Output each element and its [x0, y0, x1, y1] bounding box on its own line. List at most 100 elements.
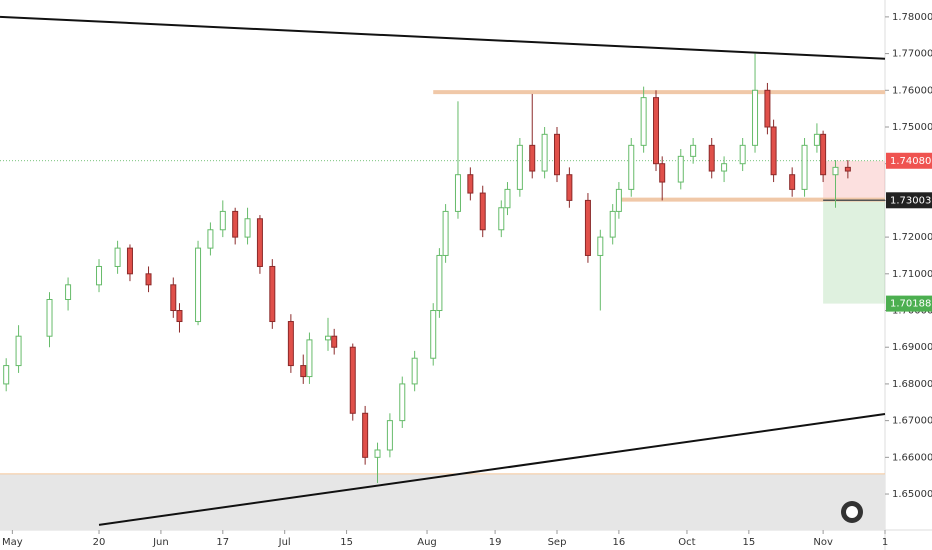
x-tick-label: 16: [613, 537, 626, 548]
candle-body: [269, 265, 276, 323]
candle-body: [411, 357, 418, 385]
zone: [0, 473, 885, 530]
candle-body: [529, 144, 536, 172]
price-label: 1.74080: [890, 156, 931, 167]
candle-body: [764, 89, 771, 128]
x-tick-label: 15: [742, 537, 755, 548]
price-label-box: [886, 192, 932, 209]
candle-body: [244, 218, 251, 238]
candle-body: [739, 144, 746, 165]
candle-body: [46, 299, 53, 337]
candle-body: [96, 265, 103, 286]
candle-body: [615, 188, 622, 212]
candle-body: [195, 247, 202, 323]
candle-body: [832, 166, 839, 176]
candle-body: [677, 155, 684, 183]
y-tick-label: 1.76000: [892, 85, 932, 96]
x-tick-label: 1: [882, 537, 888, 548]
x-tick-label: May: [2, 537, 23, 548]
x-tick-label: Nov: [813, 537, 833, 548]
x-tick-label: Oct: [678, 537, 695, 548]
candle-body: [801, 144, 808, 190]
candle-body: [362, 412, 369, 458]
candle-body: [628, 144, 635, 190]
logo: [841, 501, 863, 523]
y-tick-label: 1.78000: [892, 12, 932, 23]
candle-body: [584, 199, 591, 256]
candle-body: [331, 335, 338, 348]
price-label-box: [886, 152, 932, 169]
candle-body: [721, 163, 728, 172]
candle-body: [659, 163, 666, 183]
candle-body: [3, 365, 10, 385]
x-tick-label: 20: [93, 537, 106, 548]
x-tick-label: Sep: [548, 537, 567, 548]
candle-body: [813, 133, 820, 146]
candle-body: [504, 188, 511, 209]
candle-body: [844, 166, 851, 172]
candle-body: [820, 133, 827, 176]
y-tick-label: 1.75000: [892, 122, 932, 133]
x-tick-label: Aug: [417, 537, 437, 548]
y-tick-label: 1.77000: [892, 49, 932, 60]
candle-body: [170, 284, 177, 312]
candle-body: [219, 210, 226, 231]
candle-body: [498, 207, 505, 231]
price-label: 1.73003: [890, 195, 931, 206]
price-label-box: [886, 295, 932, 312]
trendline: [98, 413, 886, 526]
candle-body: [145, 273, 152, 286]
candle-body: [752, 89, 759, 146]
y-tick-label: 1.65000: [892, 489, 932, 500]
y-tick-label: 1.72000: [892, 232, 932, 243]
candle-body: [436, 254, 443, 312]
candle-body: [386, 420, 393, 451]
x-tick-label: 17: [216, 537, 229, 548]
trendline: [0, 15, 886, 60]
candle-body: [479, 192, 486, 231]
candle-body: [15, 335, 22, 367]
candle-body: [708, 144, 715, 172]
candle-body: [399, 383, 406, 422]
candle-body: [300, 365, 307, 378]
x-tick-label: Jul: [278, 537, 291, 548]
candle-body: [541, 133, 548, 172]
stop-zone: [823, 160, 885, 201]
candle-body: [374, 449, 381, 458]
target-zone: [823, 200, 885, 304]
y-tick-label: 1.67000: [892, 416, 932, 427]
candle-body: [176, 310, 183, 323]
candle-body: [442, 210, 449, 256]
candle-body: [467, 174, 474, 194]
y-tick-label: 1.69000: [892, 342, 932, 353]
candle-body: [126, 247, 133, 275]
candle-body: [640, 97, 647, 146]
candle-body: [609, 210, 616, 238]
candle-body: [349, 346, 356, 414]
candle-body: [287, 321, 294, 367]
candle-body: [553, 133, 560, 176]
x-tick-label: Jun: [152, 537, 169, 548]
candle-body: [325, 335, 332, 341]
candle-body: [516, 144, 523, 190]
candle-body: [770, 126, 777, 176]
candle-body: [653, 97, 660, 165]
candle-body: [566, 174, 573, 201]
candle-body: [789, 174, 796, 190]
y-tick-label: 1.71000: [892, 269, 932, 280]
candle-body: [454, 174, 461, 212]
candle-body: [597, 236, 604, 256]
candle-body: [256, 218, 263, 267]
x-tick-label: 19: [489, 537, 502, 548]
candle-body: [114, 247, 121, 267]
y-tick-label: 1.66000: [892, 452, 932, 463]
candle-body: [306, 339, 313, 378]
candle-body: [232, 210, 239, 238]
candle-body: [690, 144, 697, 157]
candle-body: [207, 229, 214, 249]
y-tick-label: 1.68000: [892, 379, 932, 390]
candle-body: [430, 310, 437, 359]
price-label: 1.70188: [890, 299, 931, 310]
